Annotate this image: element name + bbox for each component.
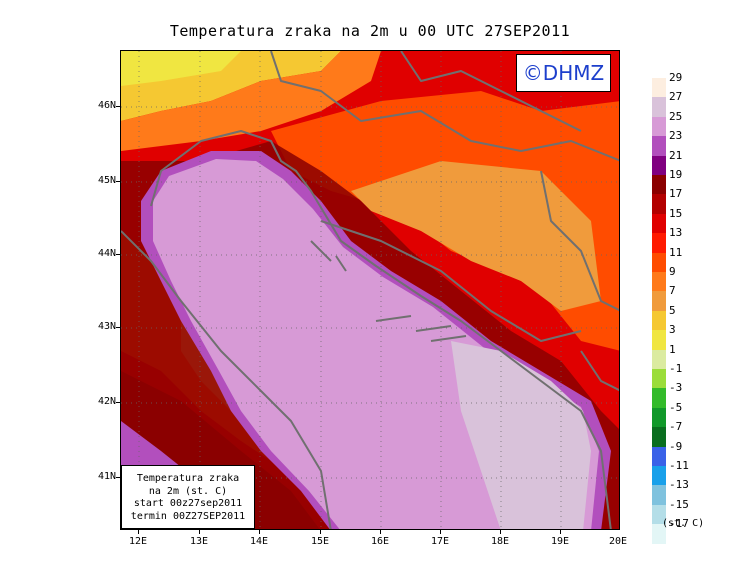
legend-label: 19	[669, 168, 683, 181]
map-canvas	[121, 51, 619, 529]
legend-label: 3	[669, 323, 676, 337]
lat-tick	[116, 181, 120, 182]
lon-label-17e: 17E	[430, 536, 450, 547]
legend-swatch	[652, 194, 666, 214]
legend-label: 9	[669, 265, 676, 278]
inland-mild-zone	[351, 161, 601, 311]
lon-tick	[199, 530, 200, 534]
legend-label: -17	[669, 517, 689, 531]
lon-label-19e: 19E	[550, 536, 570, 547]
legend-swatch	[652, 116, 666, 137]
alps-foothill-zone	[121, 51, 381, 151]
lon-tick	[320, 530, 321, 534]
lon-tick	[560, 530, 561, 534]
legend-label: 7	[669, 284, 676, 298]
legend-label: 29	[669, 71, 683, 84]
legend-label: -7	[669, 420, 683, 434]
lon-label-16e: 16E	[370, 536, 390, 547]
legend-swatch	[652, 136, 666, 156]
lat-label-42n: 42N	[97, 396, 116, 407]
info-line-4: termin 00Z27SEP2011	[130, 510, 246, 522]
lon-tick	[380, 530, 381, 534]
legend-label: 13	[669, 226, 683, 240]
legend-label: 11	[669, 245, 683, 259]
legend-label: 5	[669, 303, 676, 317]
legend-swatch	[652, 330, 666, 350]
lat-label-46n: 46N	[97, 100, 116, 111]
lat-tick	[116, 327, 120, 328]
legend-label: 25	[669, 109, 683, 123]
info-line-3: start 00z27sep2011	[133, 498, 243, 509]
lon-tick	[500, 530, 501, 534]
islands	[310, 240, 467, 342]
lat-label-41n: 41N	[97, 471, 116, 482]
legend-swatch	[652, 213, 666, 234]
legend-label: -9	[669, 439, 683, 453]
lon-label-13e: 13E	[189, 536, 209, 547]
legend-label: -11	[669, 459, 689, 472]
legend-label: -1	[669, 362, 683, 375]
legend-swatch	[652, 310, 666, 331]
legend-label: 27	[669, 90, 683, 104]
legend-swatch	[652, 388, 666, 408]
legend-swatch	[652, 466, 666, 486]
legend-swatch	[652, 446, 666, 466]
legend-label: -13	[669, 478, 689, 492]
legend-swatch	[652, 272, 666, 292]
legend-label: 1	[669, 342, 676, 356]
legend-unit: (st. C)	[662, 518, 705, 529]
legend-swatch	[652, 175, 666, 195]
legend-swatch	[652, 349, 666, 369]
lat-tick	[116, 477, 120, 478]
adriatic-sea-south	[451, 341, 591, 529]
legend-swatch	[652, 97, 666, 117]
lon-label-14e: 14E	[249, 536, 269, 547]
legend-swatch	[652, 485, 666, 505]
lat-label-43n: 43N	[97, 321, 116, 332]
graticule	[121, 51, 619, 529]
lat-label-45n: 45N	[97, 175, 116, 186]
lon-label-18e: 18E	[490, 536, 510, 547]
lat-label-44n: 44N	[97, 248, 116, 259]
legend-label: 21	[669, 148, 683, 162]
coastline	[121, 51, 619, 529]
legend-swatch	[652, 78, 666, 98]
legend-swatch	[652, 291, 666, 311]
lon-label-20e: 20E	[608, 536, 628, 547]
lat-tick	[116, 106, 120, 107]
legend-swatch	[652, 155, 666, 175]
legend-swatch	[652, 407, 666, 428]
legend-label: -3	[669, 381, 683, 395]
lon-label-15e: 15E	[310, 536, 330, 547]
lat-tick	[116, 402, 120, 403]
legend-label: 23	[669, 129, 683, 143]
legend-swatch	[652, 524, 666, 544]
lon-tick	[138, 530, 139, 534]
lat-tick	[116, 254, 120, 255]
legend-label: 15	[669, 206, 683, 220]
alps-cold-zone	[121, 51, 241, 86]
lon-tick	[259, 530, 260, 534]
map-title: Temperatura zraka na 2m u 00 UTC 27SEP20…	[169, 22, 571, 40]
info-line-2: na 2m (st. C)	[148, 485, 228, 497]
legend-swatch	[652, 427, 666, 447]
info-line-1: Temperatura zraka	[136, 473, 240, 484]
legend-swatch	[652, 504, 666, 525]
legend-label: -15	[669, 497, 689, 511]
temperature-map	[120, 50, 620, 530]
legend-swatch	[652, 369, 666, 389]
legend-label: -5	[669, 400, 683, 414]
legend-swatch	[652, 252, 666, 272]
lon-label-12e: 12E	[128, 536, 148, 547]
info-box: Temperatura zraka na 2m (st. C) start 00…	[121, 465, 255, 529]
legend-label: 17	[669, 187, 683, 201]
dhmz-logo: ©DHMZ	[516, 54, 611, 92]
lon-tick	[440, 530, 441, 534]
legend-swatch	[652, 233, 666, 253]
